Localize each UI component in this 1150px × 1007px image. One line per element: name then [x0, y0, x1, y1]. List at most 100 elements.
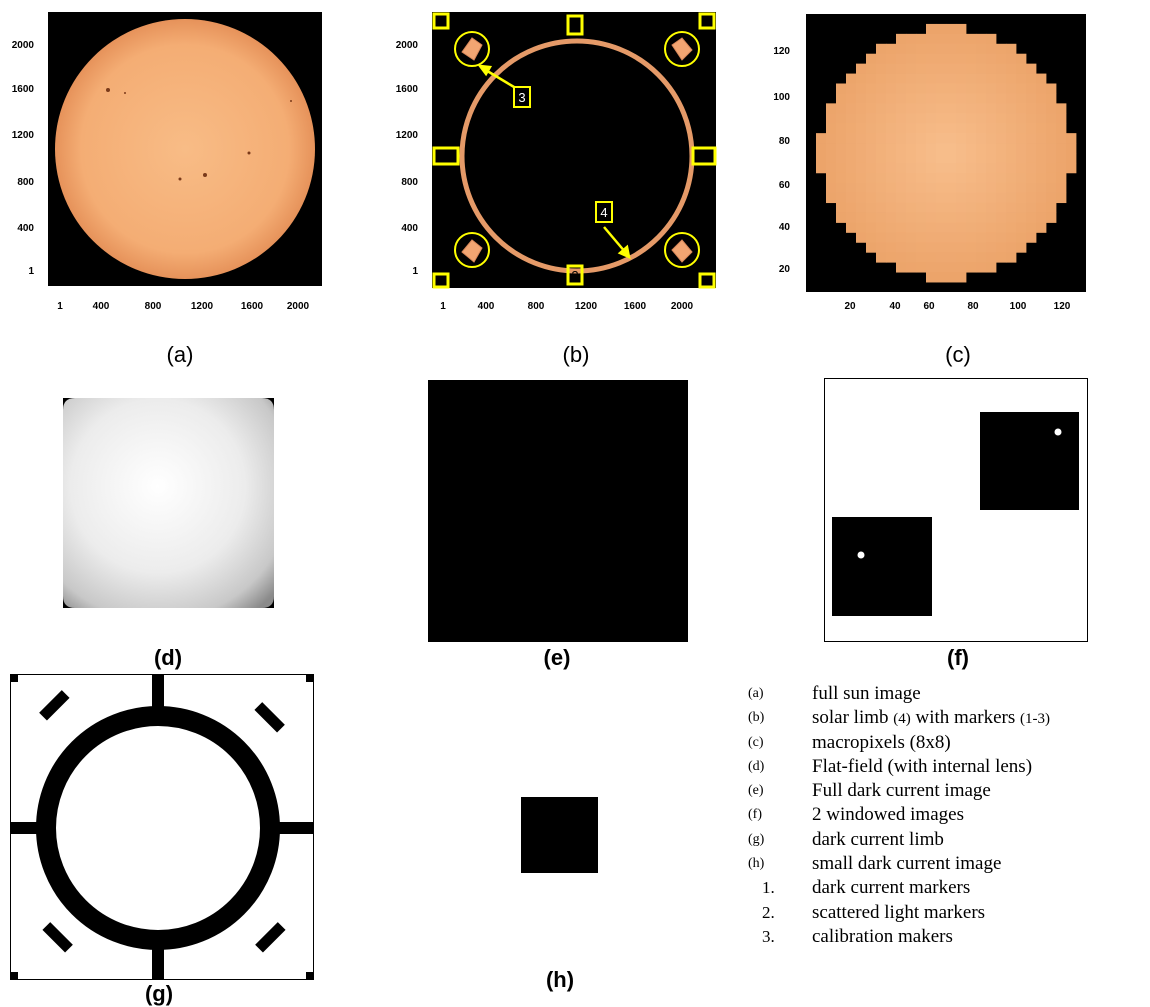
macropixel: [846, 212, 857, 223]
macropixel: [1026, 182, 1037, 194]
dark-limb-ring: [36, 706, 280, 950]
y-tick: 1: [28, 266, 34, 277]
macropixel: [846, 93, 857, 104]
macropixel: [886, 153, 897, 164]
macropixel: [846, 143, 857, 154]
macropixel: [1066, 153, 1077, 164]
macropixel: [936, 103, 947, 114]
x-tick: 60: [923, 301, 935, 312]
macropixel: [976, 262, 987, 273]
legend-text: small dark current image: [812, 853, 1002, 875]
macropixel: [886, 192, 897, 204]
macropixel: [1026, 103, 1037, 114]
macropixel: [916, 33, 927, 45]
macropixel: [866, 162, 877, 174]
y-tick: 800: [17, 177, 34, 188]
macropixel: [876, 53, 887, 65]
macropixel: [826, 182, 837, 194]
macropixel: [936, 182, 947, 194]
macropixel: [916, 83, 927, 94]
macropixel: [1006, 162, 1017, 174]
macropixel: [866, 83, 877, 94]
macropixel: [896, 43, 907, 55]
macropixel: [956, 33, 967, 45]
macropixel: [986, 103, 997, 114]
macropixel: [826, 123, 837, 134]
macropixel: [1046, 212, 1057, 223]
y-tick: 800: [401, 177, 418, 188]
macropixel: [926, 153, 937, 164]
macropixel: [906, 73, 917, 84]
macropixel: [936, 202, 947, 213]
macropixel: [896, 252, 907, 263]
marker-label-2: 2: [571, 268, 578, 283]
macropixel: [886, 242, 897, 253]
macropixel: [916, 192, 927, 204]
macropixel: [876, 202, 887, 213]
macropixel: [1036, 143, 1047, 154]
macropixel: [1036, 103, 1047, 114]
macropixel: [876, 113, 887, 124]
macropixel: [936, 272, 947, 283]
macropixel: [896, 192, 907, 204]
y-tick: 1600: [11, 84, 34, 95]
macropixel: [886, 162, 897, 174]
macropixel: [886, 93, 897, 104]
macropixel: [866, 73, 877, 84]
macropixel: [1016, 232, 1027, 243]
macropixel: [986, 202, 997, 213]
macropixel: [936, 93, 947, 104]
macropixel: [886, 73, 897, 84]
macropixel: [1006, 53, 1017, 65]
macropixel: [866, 192, 877, 204]
macropixel: [916, 222, 927, 233]
macropixel: [976, 113, 987, 124]
macropixel: [956, 153, 967, 164]
legend-key: (b): [748, 710, 765, 726]
macropixel: [856, 212, 867, 223]
legend-key: 2.: [762, 902, 775, 922]
macropixel: [856, 113, 867, 124]
macropixel: [1016, 133, 1027, 144]
macropixel: [936, 242, 947, 253]
macropixel: [956, 103, 967, 114]
macropixel: [946, 172, 957, 184]
macropixel: [976, 242, 987, 253]
y-tick: 2000: [395, 40, 418, 51]
macropixel: [946, 262, 957, 273]
macropixel: [1026, 172, 1037, 184]
macropixel: [1006, 63, 1017, 74]
macropixel: [896, 73, 907, 84]
legend-key: (g): [748, 831, 765, 847]
macropixel: [906, 83, 917, 94]
macropixel: [866, 202, 877, 213]
macropixel: [836, 182, 847, 194]
macropixel: [986, 133, 997, 144]
macropixel: [966, 63, 977, 74]
macropixel: [896, 242, 907, 253]
macropixel: [986, 262, 997, 273]
macropixel: [936, 162, 947, 174]
macropixel: [986, 212, 997, 223]
macropixel: [916, 113, 927, 124]
macropixel: [1036, 113, 1047, 124]
macropixel: [916, 242, 927, 253]
macropixel: [846, 133, 857, 144]
marker-label-1: 1: [705, 17, 711, 29]
windowed-images: [824, 378, 1088, 642]
macropixel: [846, 192, 857, 204]
macropixel: [1016, 222, 1027, 233]
macropixel: [956, 222, 967, 233]
macropixel: [846, 113, 857, 124]
macropixel: [976, 182, 987, 194]
macropixel: [1026, 192, 1037, 204]
macropixel: [976, 153, 987, 164]
macropixel: [926, 113, 937, 124]
macropixel: [866, 143, 877, 154]
macropixel: [926, 162, 937, 174]
macropixel: [1046, 133, 1057, 144]
macropixel: [876, 172, 887, 184]
macropixel: [1056, 192, 1067, 204]
macropixel: [936, 83, 947, 94]
macropixel: [966, 202, 977, 213]
